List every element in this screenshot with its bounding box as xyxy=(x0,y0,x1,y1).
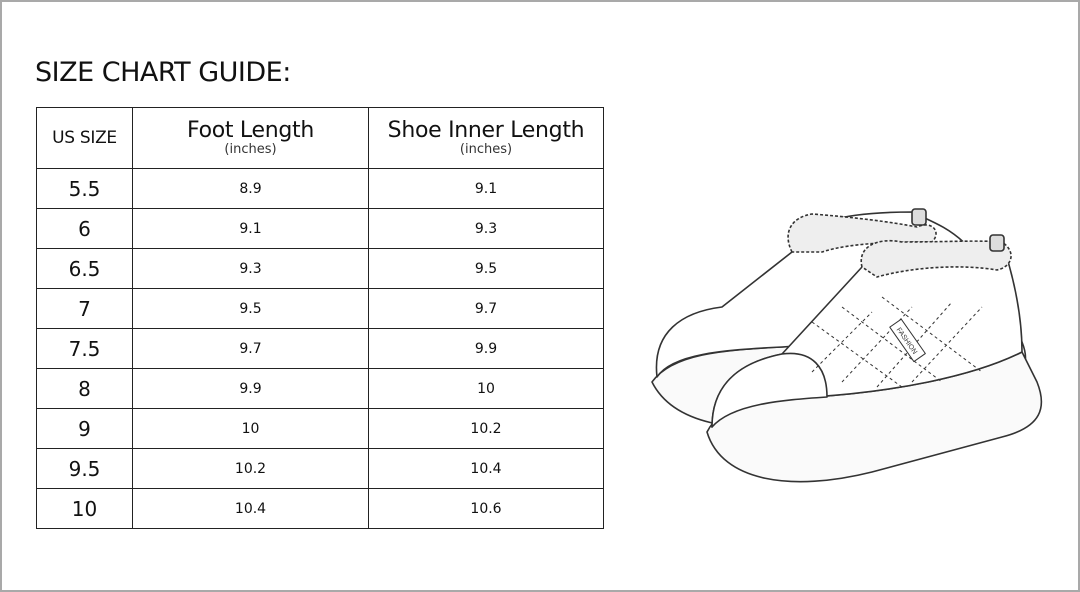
cell-shoe-inner-length: 9.1 xyxy=(368,168,604,209)
cell-us-size: 5.5 xyxy=(36,168,133,209)
slipper-shoes-illustration: FASHION xyxy=(651,208,1043,483)
cell-foot-length: 10.2 xyxy=(132,448,369,489)
cell-us-size: 10 xyxy=(36,488,133,529)
cell-foot-length: 9.9 xyxy=(132,368,369,409)
cell-shoe-inner-length: 9.7 xyxy=(368,288,604,329)
table-row: 10 10.4 10.6 xyxy=(36,488,604,529)
table-row: 9.5 10.2 10.4 xyxy=(36,448,604,489)
table-row: 5.5 8.9 9.1 xyxy=(36,168,604,209)
cell-shoe-inner-length: 10 xyxy=(368,368,604,409)
page-title: SIZE CHART GUIDE: xyxy=(35,57,291,88)
header-unit: (inches) xyxy=(459,142,513,157)
cell-foot-length: 10 xyxy=(132,408,369,449)
header-label: Shoe Inner Length xyxy=(387,118,585,143)
header-us-size: US SIZE xyxy=(36,107,133,169)
cell-shoe-inner-length: 10.2 xyxy=(368,408,604,449)
cell-us-size: 9 xyxy=(36,408,133,449)
cell-foot-length: 10.4 xyxy=(132,488,369,529)
table-row: 6.5 9.3 9.5 xyxy=(36,248,604,289)
cell-us-size: 8 xyxy=(36,368,133,409)
cell-us-size: 9.5 xyxy=(36,448,133,489)
front-shoe-toe-cap xyxy=(711,352,828,428)
table-row: 9 10 10.2 xyxy=(36,408,604,449)
header-foot-length: Foot Length (inches) xyxy=(132,107,369,169)
cell-shoe-inner-length: 9.3 xyxy=(368,208,604,249)
cell-shoe-inner-length: 9.9 xyxy=(368,328,604,369)
cell-shoe-inner-length: 10.6 xyxy=(368,488,604,529)
cell-shoe-inner-length: 10.4 xyxy=(368,448,604,489)
table-row: 6 9.1 9.3 xyxy=(36,208,604,249)
table-row: 7 9.5 9.7 xyxy=(36,288,604,329)
cell-foot-length: 9.5 xyxy=(132,288,369,329)
cell-us-size: 7.5 xyxy=(36,328,133,369)
cell-us-size: 6.5 xyxy=(36,248,133,289)
cell-us-size: 7 xyxy=(36,288,133,329)
header-shoe-inner-length: Shoe Inner Length (inches) xyxy=(368,107,604,169)
size-chart-table: US SIZE Foot Length (inches) Shoe Inner L… xyxy=(36,107,604,529)
header-label: Foot Length xyxy=(187,118,314,143)
cell-shoe-inner-length: 9.5 xyxy=(368,248,604,289)
table-row: 8 9.9 10 xyxy=(36,368,604,409)
cell-foot-length: 9.3 xyxy=(132,248,369,289)
table-header-row: US SIZE Foot Length (inches) Shoe Inner L… xyxy=(36,107,604,169)
cell-foot-length: 9.1 xyxy=(132,208,369,249)
header-unit: (inches) xyxy=(224,142,277,157)
cell-us-size: 6 xyxy=(36,208,133,249)
cell-foot-length: 9.7 xyxy=(132,328,369,369)
cell-foot-length: 8.9 xyxy=(132,168,369,209)
header-label: US SIZE xyxy=(52,128,117,148)
table-row: 7.5 9.7 9.9 xyxy=(36,328,604,369)
